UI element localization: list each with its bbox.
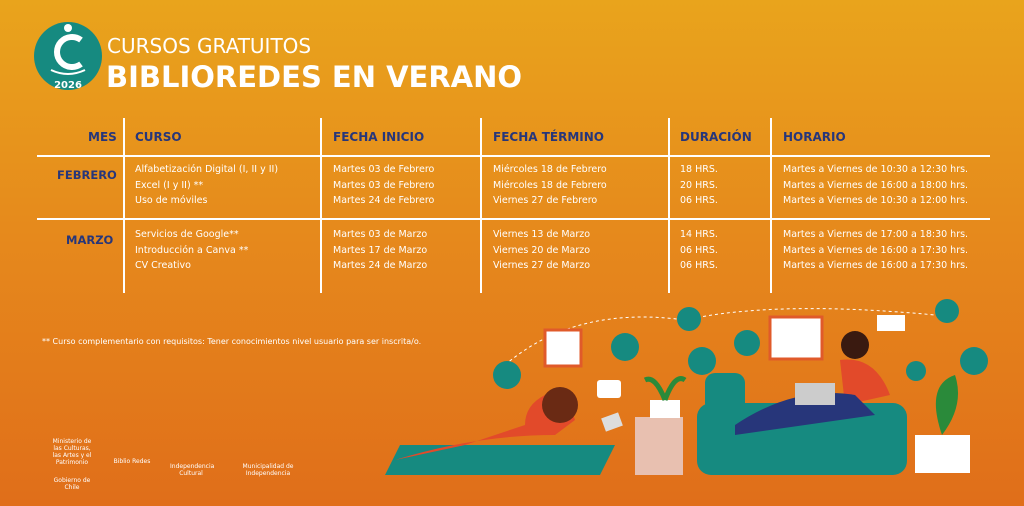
illustration: [385, 299, 988, 475]
title: BIBLIOREDES EN VERANO: [106, 60, 523, 94]
column-header: HORARIO: [783, 130, 846, 144]
table-cell: Miércoles 18 de Febrero: [493, 179, 607, 191]
table-cell: 06 HRS.: [680, 195, 718, 206]
column-header: FECHA INICIO: [333, 130, 425, 144]
table-cell: Martes 17 de Marzo: [333, 244, 428, 256]
column-header: FECHA TÉRMINO: [493, 130, 604, 144]
column-rule: [320, 118, 322, 293]
table-cell: Excel (I y II) **: [135, 179, 204, 191]
badge: 2026: [34, 22, 102, 91]
table-cell: Martes a Viernes de 16:00 a 17:30 hrs.: [783, 260, 969, 271]
column-header: CURSO: [135, 130, 182, 144]
logo-text: Ministerio de las Culturas, las Artes y …: [52, 438, 92, 466]
logo-text: Independencia Cultural: [170, 463, 215, 477]
table-cell: Introducción a Canva **: [135, 244, 249, 256]
month-label: FEBRERO: [57, 168, 117, 182]
table-cell: Viernes 27 de Febrero: [493, 195, 598, 206]
column-rule: [770, 118, 772, 293]
table-cell: Martes a Viernes de 16:00 a 18:00 hrs.: [783, 179, 969, 191]
badge-year: 2026: [54, 80, 82, 91]
table-cell: Uso de móviles: [135, 195, 208, 206]
column-rule: [480, 118, 482, 293]
table-cell: Martes 03 de Febrero: [333, 164, 435, 175]
table-cell: Martes a Viernes de 17:00 a 18:30 hrs.: [783, 229, 969, 240]
table-cell: 14 HRS.: [680, 229, 718, 240]
group-rule: [37, 218, 990, 220]
table-cell: 18 HRS.: [680, 164, 718, 175]
table-cell: 20 HRS.: [680, 179, 718, 191]
table-cell: Miércoles 18 de Febrero: [493, 164, 607, 175]
table-cell: Martes 24 de Febrero: [333, 195, 435, 206]
header-rule: [37, 155, 990, 157]
table-cell: Servicios de Google**: [135, 229, 239, 240]
table-cell: Martes 03 de Marzo: [333, 229, 428, 240]
table-cell: Martes a Viernes de 10:30 a 12:00 hrs.: [783, 195, 969, 206]
table-cell: Martes 24 de Marzo: [333, 260, 428, 271]
table-cell: Martes a Viernes de 16:00 a 17:30 hrs.: [783, 244, 969, 256]
table-cell: Viernes 13 de Marzo: [493, 229, 591, 240]
table-cell: Martes 03 de Febrero: [333, 179, 435, 191]
logo-text: Biblio Redes: [113, 458, 151, 465]
column-rule: [123, 118, 125, 293]
footnote: ** Curso complementario con requisitos: …: [42, 337, 422, 346]
table-cell: 06 HRS.: [680, 244, 718, 256]
table-cell: Viernes 27 de Marzo: [493, 260, 591, 271]
subtitle: CURSOS GRATUITOS: [107, 34, 312, 58]
table-cell: Alfabetización Digital (I, II y II): [135, 164, 279, 175]
table-cell: CV Creativo: [135, 260, 191, 271]
column-header: DURACIÓN: [680, 130, 752, 144]
logo-text: Gobierno de Chile: [53, 477, 91, 491]
column-rule: [668, 118, 670, 293]
table-cell: Martes a Viernes de 10:30 a 12:30 hrs.: [783, 164, 969, 175]
column-header: MES: [88, 130, 117, 144]
table-cell: 06 HRS.: [680, 260, 718, 271]
month-label: MARZO: [66, 233, 114, 247]
logo-text: Municipalidad de Independencia: [242, 463, 294, 477]
table-cell: Viernes 20 de Marzo: [493, 244, 591, 256]
